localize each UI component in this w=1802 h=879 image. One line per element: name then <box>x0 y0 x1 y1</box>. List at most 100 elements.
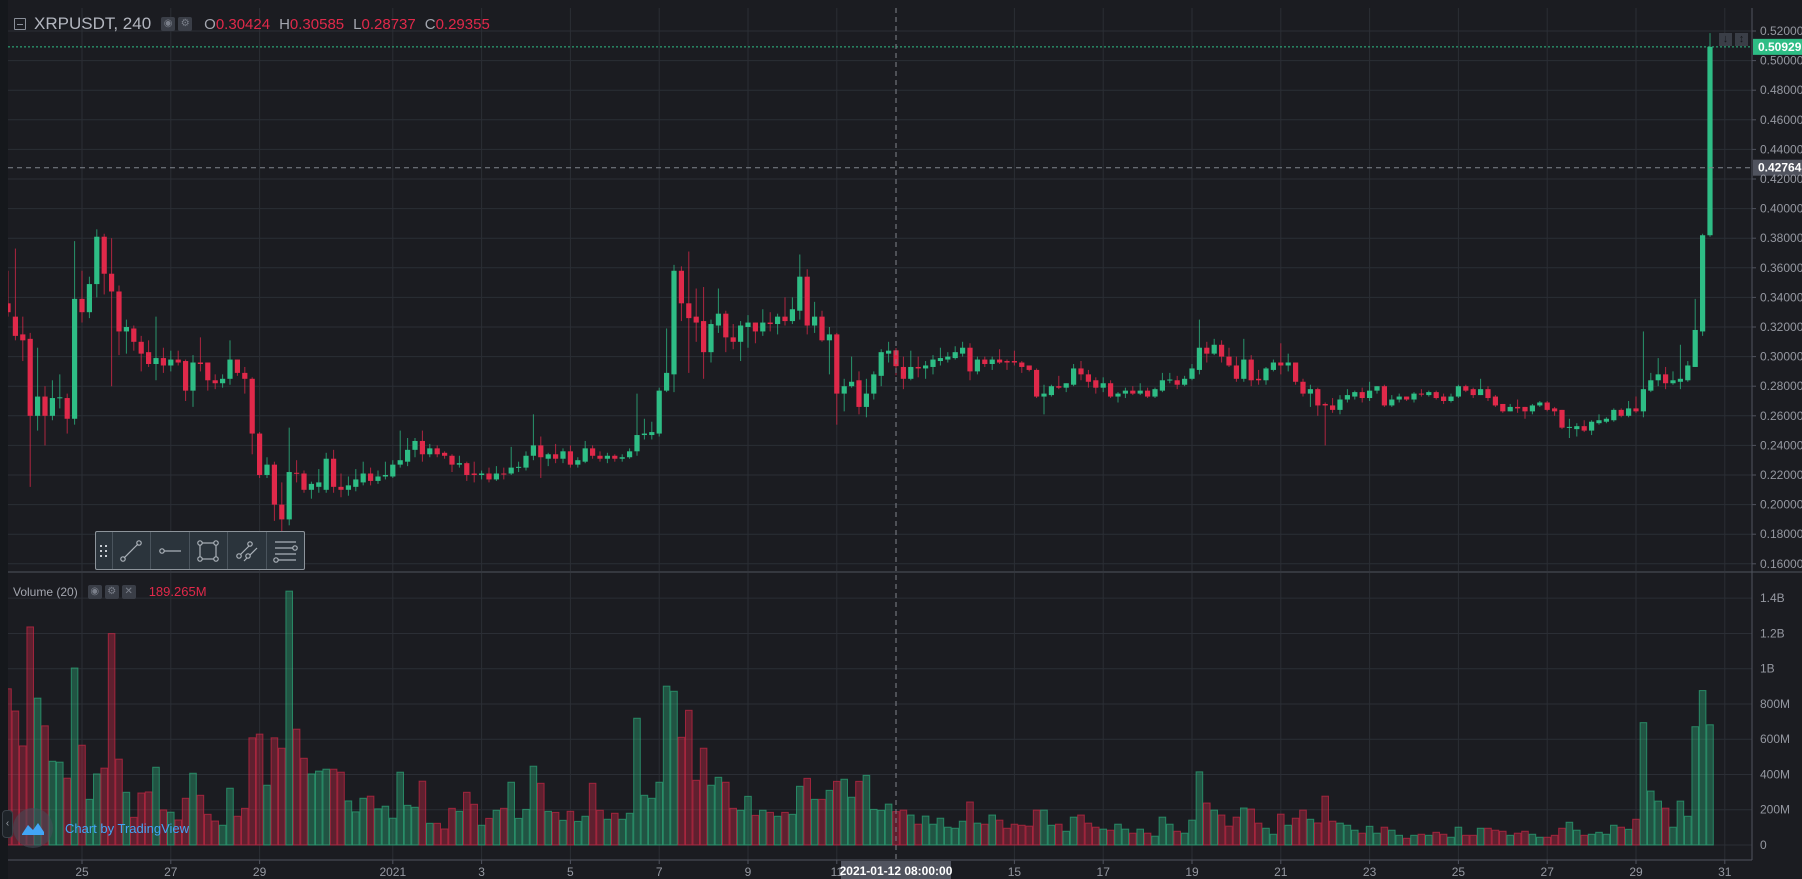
auto-scale-icon[interactable]: ↕ <box>1735 33 1748 46</box>
volume-bar <box>470 803 478 846</box>
collapse-legend-icon[interactable] <box>14 18 26 30</box>
candle-body <box>760 322 766 332</box>
price-tick-label: 0.30000 <box>1760 350 1802 364</box>
volume-bar <box>403 804 412 846</box>
price-tick-label: 0.36000 <box>1760 261 1802 275</box>
close-icon[interactable]: ✕ <box>121 584 136 599</box>
volume-bar <box>1632 818 1640 846</box>
candle-body <box>915 366 921 369</box>
volume-bar <box>685 709 693 846</box>
volume-bar <box>307 773 316 846</box>
volume-bar <box>1624 828 1633 846</box>
horizontal-ray-icon[interactable] <box>151 532 190 569</box>
parallel-channel-icon[interactable] <box>228 532 267 569</box>
eye-icon[interactable]: ◉ <box>87 584 102 599</box>
volume-bar <box>1121 828 1130 846</box>
volume-bar <box>988 814 997 846</box>
volume-bar <box>1025 825 1034 846</box>
symbol-title[interactable]: XRPUSDT, 240 <box>34 14 152 33</box>
volume-bar <box>11 710 20 846</box>
trend-line-icon[interactable] <box>113 532 152 569</box>
price-tick-label: 0.22000 <box>1760 468 1802 482</box>
volume-tick-label: 200M <box>1760 803 1790 817</box>
candle-body <box>575 460 581 465</box>
candle-body <box>479 473 485 475</box>
candle-body <box>456 463 462 465</box>
candle-body <box>745 322 751 327</box>
volume-bars <box>8 590 1714 846</box>
candle-body <box>1367 390 1373 399</box>
grid-lines <box>8 0 1802 879</box>
volume-bar <box>1306 818 1315 846</box>
volume-bar <box>981 823 989 846</box>
volume-bar <box>1343 824 1352 846</box>
volume-bar <box>648 797 656 846</box>
candle-body <box>64 398 70 419</box>
time-tick-label: 27 <box>1541 865 1555 879</box>
candle-body <box>826 334 832 341</box>
rectangle-icon[interactable] <box>190 532 229 569</box>
drag-handle-icon[interactable] <box>96 532 113 569</box>
candle-body <box>1130 390 1136 394</box>
candle-body <box>678 270 684 304</box>
candle-body <box>634 435 640 452</box>
volume-bar <box>1092 826 1100 846</box>
volume-title[interactable]: Volume (20) <box>13 584 78 599</box>
volume-bar <box>751 814 760 846</box>
candle-body <box>49 398 55 416</box>
chart-overlays: 0.50929 0.42764 2021-01-12 08:00:00 <box>8 8 1802 879</box>
candle-body <box>1071 368 1077 385</box>
time-tick-label: 29 <box>253 865 267 879</box>
collapse-panel-button[interactable]: ‹ <box>2 810 13 838</box>
volume-bar <box>48 760 57 846</box>
candle-body <box>1226 356 1232 366</box>
volume-bar <box>1425 834 1433 846</box>
volume-bar <box>107 633 116 846</box>
volume-bar <box>359 797 367 846</box>
candle-body <box>878 352 884 376</box>
candle-body <box>345 485 351 490</box>
time-tick-label: 5 <box>567 865 574 879</box>
candle-body <box>1478 389 1484 396</box>
scroll-to-latest-icon[interactable]: ↓ <box>1719 33 1732 46</box>
candle-body <box>1093 380 1099 388</box>
volume-bar <box>1299 809 1307 846</box>
candle-body <box>649 432 655 436</box>
candle-body <box>1085 374 1091 382</box>
price-axis-background <box>1752 0 1802 879</box>
candle-body <box>1418 393 1424 395</box>
volume-bar <box>344 800 353 846</box>
candle-body <box>1352 392 1358 397</box>
tradingview-watermark[interactable]: Chart by TradingView <box>13 808 189 848</box>
candle-body <box>1330 405 1336 410</box>
volume-bar <box>544 810 553 846</box>
volume-bar <box>907 814 915 846</box>
gear-icon[interactable]: ⚙ <box>104 584 119 599</box>
candle-body <box>952 352 958 359</box>
volume-bar <box>1573 829 1581 846</box>
candle-body <box>412 440 418 450</box>
volume-bar <box>255 733 264 846</box>
symbol-legend: XRPUSDT, 240 ◉ ⚙ O 0.30424 H 0.30585 L 0.28… <box>14 13 490 35</box>
candle-body <box>360 473 366 483</box>
volume-bar <box>63 777 72 846</box>
volume-bar <box>1114 823 1122 846</box>
candle-body <box>1618 409 1624 416</box>
candle-body <box>1137 390 1143 394</box>
volume-bar <box>455 810 464 846</box>
gear-icon[interactable]: ⚙ <box>178 17 193 31</box>
volume-bar <box>1706 724 1714 846</box>
candle-body <box>1041 393 1047 397</box>
candle-body <box>1566 426 1572 428</box>
fib-retracement-icon[interactable] <box>267 532 304 569</box>
candle-body <box>1648 380 1654 391</box>
price-tick-label: 0.26000 <box>1760 409 1802 423</box>
candle-body <box>42 396 48 416</box>
candle-body <box>1381 386 1387 406</box>
eye-icon[interactable]: ◉ <box>161 17 176 31</box>
candle-body <box>79 298 85 313</box>
price-tick-label: 0.48000 <box>1760 83 1802 97</box>
candle-body <box>1389 399 1395 406</box>
volume-bar <box>322 768 330 846</box>
